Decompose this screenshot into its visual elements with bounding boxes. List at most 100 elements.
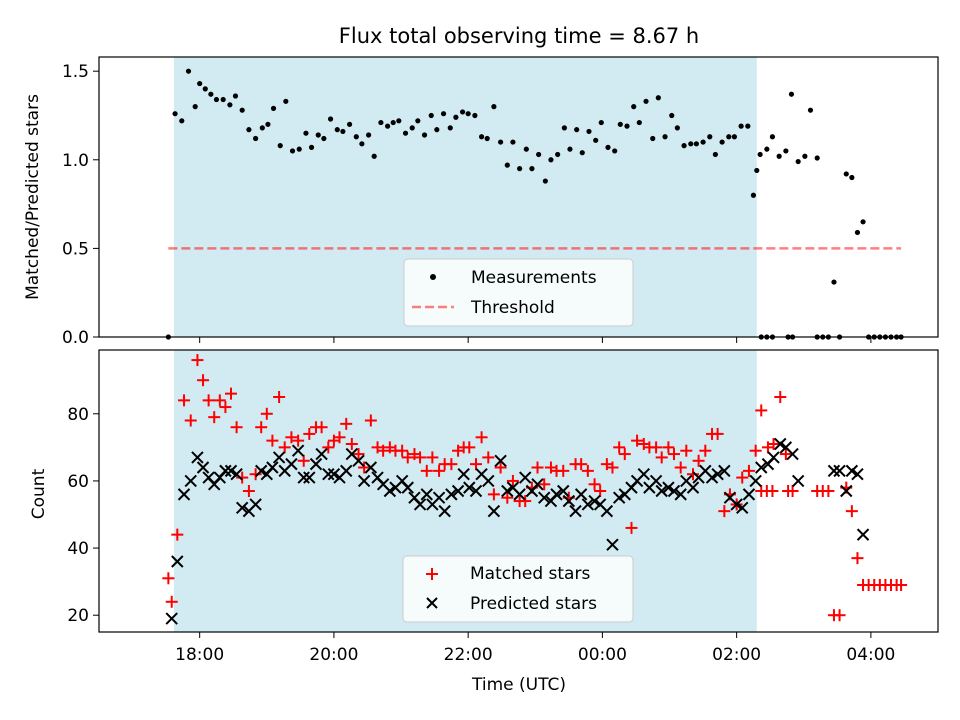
- predicted-star-point: [171, 555, 184, 568]
- measurement-point: [440, 111, 447, 117]
- measurement-point: [783, 148, 789, 154]
- predicted-star-point: [184, 474, 197, 488]
- matched-star-point: [315, 421, 328, 434]
- predicted-star-point: [550, 488, 563, 501]
- measurement-point: [283, 98, 289, 104]
- measurement-point: [197, 80, 203, 87]
- measurement-point: [617, 121, 623, 127]
- matched-star-point: [184, 414, 197, 427]
- measurement-point: [726, 134, 732, 140]
- predicted-star-point: [557, 484, 570, 498]
- measurement-point: [636, 119, 642, 126]
- matched-star-point: [475, 431, 488, 444]
- measurement-point: [807, 107, 814, 113]
- matched-star-point: [178, 394, 191, 407]
- measurement-point: [510, 139, 516, 145]
- matched-star-point: [766, 485, 779, 497]
- measurement-point: [776, 153, 782, 159]
- predicted-star-point: [749, 474, 762, 488]
- predicted-star-point: [196, 461, 210, 474]
- predicted-star-point: [833, 464, 846, 478]
- measurement-point: [459, 109, 466, 115]
- predicted-star-point: [420, 488, 433, 501]
- predicted-star-point: [538, 491, 551, 504]
- matched-star-point: [501, 491, 514, 504]
- measurement-point: [327, 116, 334, 122]
- predicted-star-point: [413, 498, 427, 511]
- predicted-star-point: [494, 454, 507, 467]
- matched-star-point: [833, 609, 846, 622]
- measurement-point: [208, 91, 214, 97]
- matched-star-point: [742, 464, 755, 477]
- matched-star-point: [557, 464, 570, 477]
- matched-star-point: [625, 521, 638, 534]
- matched-star-point: [242, 485, 255, 497]
- predicted-star-point: [309, 457, 323, 471]
- matched-star-point: [249, 468, 262, 481]
- measurement-point: [498, 139, 504, 145]
- matched-star-point: [285, 431, 298, 444]
- measurement-point: [365, 132, 372, 138]
- legend-measurements-marker: [430, 274, 436, 280]
- matched-star-point: [779, 448, 792, 461]
- matched-star-point: [303, 427, 316, 440]
- measurement-point: [593, 137, 599, 143]
- predicted-star-point: [767, 451, 780, 464]
- matched-star-point: [519, 495, 532, 508]
- xtick-label: 00:00: [578, 645, 627, 665]
- predicted-star-point: [432, 491, 446, 504]
- measurement-point: [598, 119, 604, 126]
- matched-star-point: [755, 404, 768, 417]
- predicted-star-point: [667, 484, 681, 498]
- measurement-point: [843, 171, 849, 177]
- matched-star-point: [613, 441, 626, 454]
- bottom-ytick-label: 80: [67, 405, 89, 425]
- predicted-star-point: [463, 481, 476, 494]
- measurement-point: [731, 134, 738, 140]
- predicted-star-point: [845, 464, 859, 478]
- matched-star-point: [433, 464, 446, 477]
- predicted-star-point: [705, 471, 719, 484]
- xtick-label: 18:00: [175, 645, 224, 665]
- matched-star-point: [414, 451, 427, 464]
- predicted-star-point: [177, 488, 191, 501]
- measurement-point: [605, 144, 611, 150]
- predicted-star-point: [755, 461, 768, 474]
- measurement-point: [246, 127, 252, 133]
- matched-star-point: [191, 354, 204, 367]
- bottom-yticks-layer: 20 40 60 80: [67, 405, 99, 626]
- matched-star-point: [487, 488, 500, 501]
- matched-star-point: [786, 485, 799, 497]
- measurement-point: [769, 134, 776, 140]
- matched-star-point: [594, 485, 607, 497]
- predicted-star-point: [219, 464, 232, 478]
- matched-star-point: [292, 434, 305, 447]
- predicted-star-point: [774, 437, 787, 451]
- matched-star-point: [352, 448, 365, 461]
- matched-star-point: [538, 478, 551, 491]
- predicted-star-point: [249, 498, 262, 511]
- measurement-point: [662, 134, 668, 140]
- measurement-point: [719, 139, 725, 145]
- predicted-star-point: [655, 484, 668, 498]
- predicted-star-point: [562, 494, 576, 508]
- measurement-point: [788, 91, 795, 97]
- matched-star-point: [225, 387, 238, 400]
- matched-star-point: [736, 471, 749, 484]
- measurement-point: [517, 166, 523, 172]
- top-ytick-label: 1.5: [62, 62, 89, 82]
- predicted-star-point: [266, 461, 279, 474]
- matched-star-point: [581, 464, 594, 477]
- predicted-star-point: [272, 451, 286, 464]
- measurement-point: [542, 178, 548, 184]
- predicted-star-point: [612, 491, 626, 504]
- measurement-point: [795, 158, 801, 165]
- measurement-point: [624, 123, 630, 129]
- bottom-axes-frame: [98, 349, 939, 633]
- matched-star-point: [692, 454, 705, 467]
- legend-matched-label: Matched stars: [470, 564, 590, 584]
- measurement-point: [529, 166, 535, 172]
- measurement-point: [265, 121, 271, 127]
- top-points-layer: [165, 68, 904, 340]
- measurement-point: [831, 279, 837, 285]
